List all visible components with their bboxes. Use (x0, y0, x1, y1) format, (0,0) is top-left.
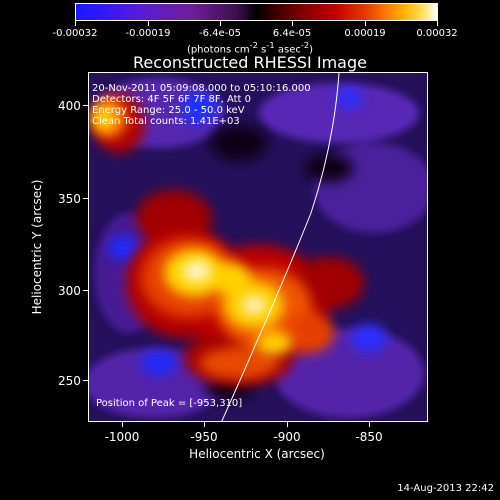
colorbar-tick-label: 6.4e-05 (272, 28, 312, 39)
y-tick-label: 350 (58, 192, 81, 206)
colorbar-tick-label: 0.00032 (416, 28, 458, 39)
solar-limb-line (221, 73, 340, 421)
x-axis-title: Heliocentric X (arcsec) (189, 447, 325, 461)
y-tick-label: 250 (58, 374, 81, 388)
x-tick-label: -950 (190, 430, 218, 444)
colorbar-tick-label: -6.4e-05 (199, 28, 241, 39)
y-tick (83, 290, 88, 291)
peak-position: Position of Peak = [-953,310] (96, 398, 243, 409)
rhessi-image (89, 73, 427, 421)
render-timestamp: 14-Aug-2013 22:42 (397, 483, 494, 494)
colorbar-tick (437, 21, 438, 26)
image-info: 20-Nov-2011 05:09:08.000 to 05:10:16.000… (92, 83, 311, 127)
x-tick-label: -850 (355, 430, 383, 444)
colorbar-tick (148, 21, 149, 26)
y-tick (83, 380, 88, 381)
info-energy-range: Energy Range: 25.0 - 50.0 keV (92, 105, 245, 116)
x-tick-label: -900 (273, 430, 301, 444)
x-tick (122, 422, 123, 427)
info-time-range: 20-Nov-2011 05:09:08.000 to 05:10:16.000 (92, 83, 311, 94)
colorbar-tick-label: 0.00019 (344, 28, 386, 39)
x-tick (287, 422, 288, 427)
colorbar-tick (75, 21, 76, 26)
image-plot-area (88, 72, 428, 422)
colorbar-tick-label: -0.00019 (125, 28, 171, 39)
colorbar (75, 3, 438, 21)
info-detectors: Detectors: 4F 5F 6F 7F 8F, Att 0 (92, 94, 252, 105)
colorbar-tick (365, 21, 366, 26)
colorbar-tick-label: -0.00032 (52, 28, 98, 39)
y-tick (83, 198, 88, 199)
x-tick (369, 422, 370, 427)
plot-title: Reconstructed RHESSI Image (133, 53, 367, 72)
y-tick-label: 400 (58, 99, 81, 113)
info-method-counts: Clean Total counts: 1.41E+03 (92, 116, 240, 127)
y-axis-title: Heliocentric Y (arcsec) (30, 179, 44, 315)
x-tick-label: -1000 (104, 430, 140, 444)
y-tick (83, 105, 88, 106)
x-tick (204, 422, 205, 427)
y-tick-label: 300 (58, 284, 81, 298)
colorbar-units: (photons cm-2 s-1 asec-2) (186, 40, 314, 56)
colorbar-tick (292, 21, 293, 26)
colorbar-tick (220, 21, 221, 26)
white-core (183, 261, 266, 314)
